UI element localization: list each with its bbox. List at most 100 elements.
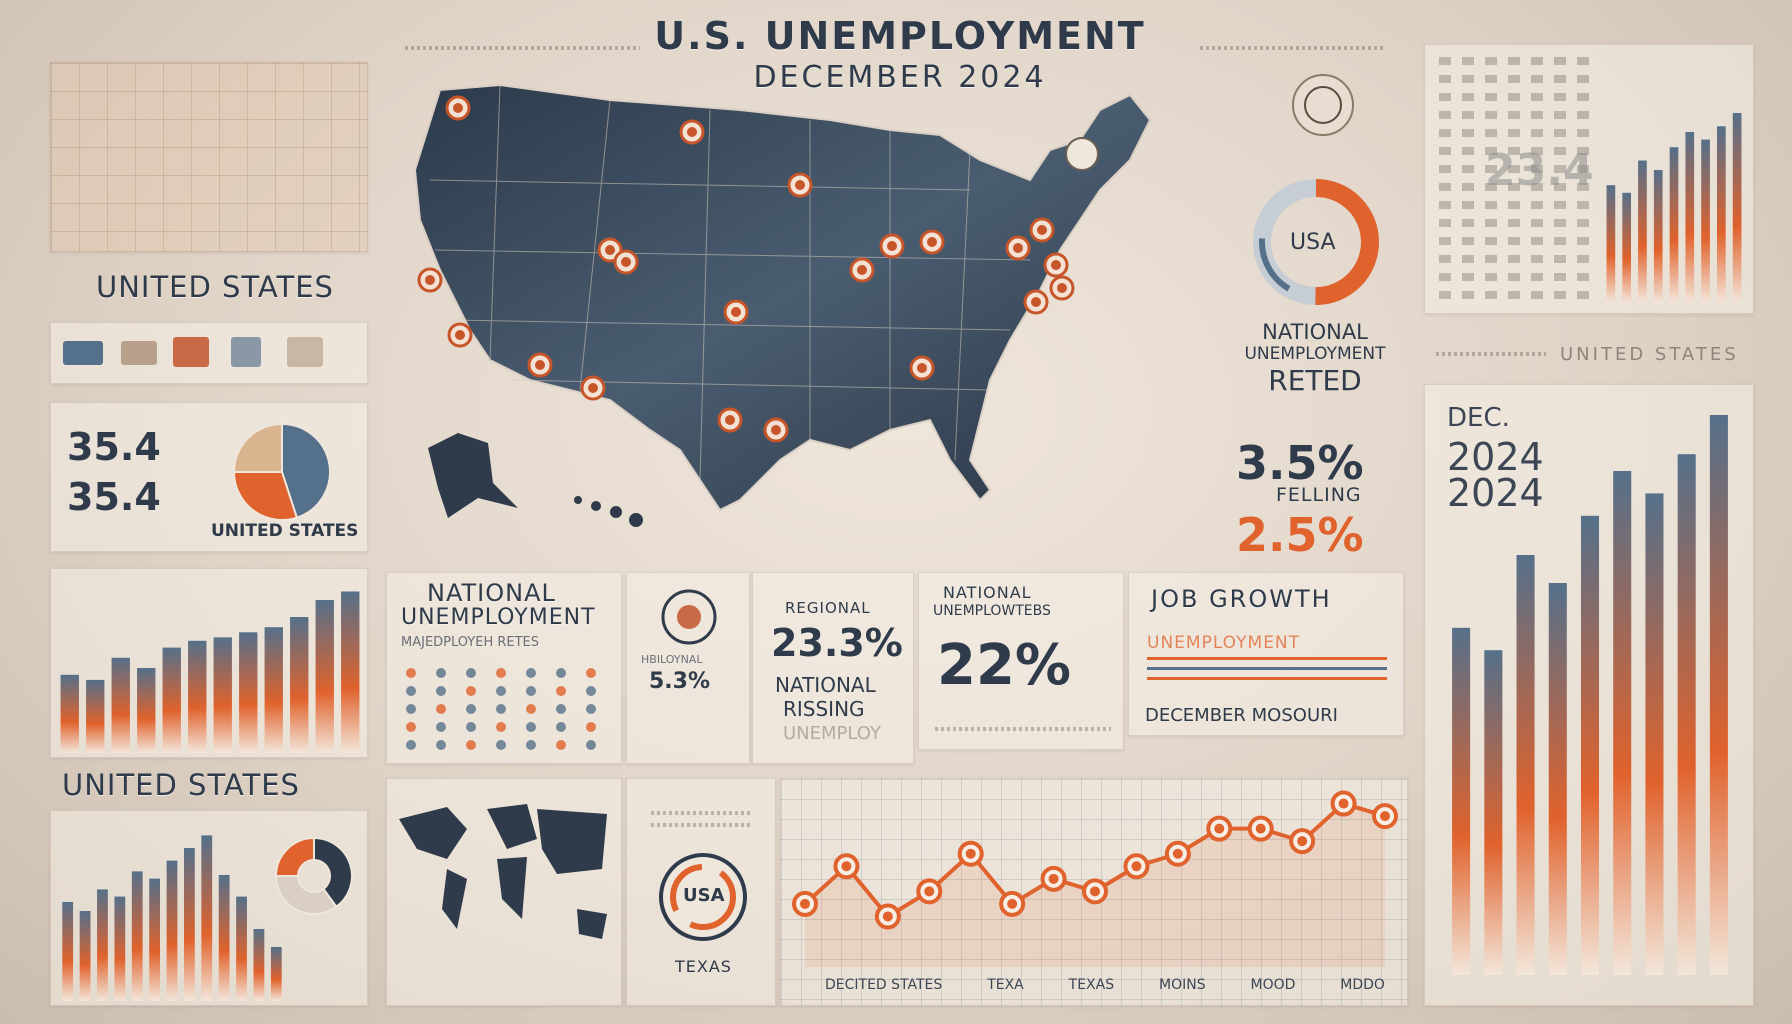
- grid-cell: [1439, 165, 1451, 173]
- bar: [315, 600, 334, 753]
- bar: [1709, 415, 1728, 975]
- grid-cell: [1462, 255, 1474, 263]
- hawaii-shape: [574, 496, 643, 527]
- grid-cell: [1577, 57, 1589, 65]
- line-chart-panel: DECITED STATES TEXA TEXAS MOINS MOOD MDD…: [780, 778, 1408, 1006]
- small-rate-panel: HBILOYNAL 5.3%: [626, 572, 750, 764]
- left-label-top: UNITED STATES: [96, 270, 334, 304]
- grid-cell: [1462, 219, 1474, 227]
- grid-cell: [1554, 57, 1566, 65]
- badge-icon: [63, 341, 103, 365]
- grid-cell: [1439, 201, 1451, 209]
- usa-badge-panel: USA TEXAS: [626, 778, 776, 1006]
- bar: [183, 848, 195, 1001]
- axis-label: TEXA: [987, 977, 1024, 993]
- axis-label: MOOD: [1250, 977, 1296, 993]
- small-rate-value: 5.3%: [649, 669, 711, 694]
- badge-icon: [121, 341, 157, 365]
- grid-cell: [1577, 165, 1589, 173]
- regional-sub3: UNEMPLOY: [783, 723, 881, 744]
- bar: [1677, 454, 1696, 975]
- map-pin-core: [621, 257, 631, 267]
- map-pin-core: [687, 127, 697, 137]
- dots-grid: [406, 668, 596, 750]
- left-stat-a: 35.4: [67, 425, 161, 469]
- grid-cell: [1508, 165, 1520, 173]
- left-bar-panel: [50, 568, 368, 758]
- line-point-core: [1007, 898, 1018, 909]
- bar: [239, 632, 258, 753]
- grid-cell: [1439, 75, 1451, 83]
- national-sub: MAJEDPLOYEH RETES: [401, 635, 540, 650]
- grid-dot: [496, 722, 506, 732]
- bar: [62, 902, 74, 1001]
- grid-cell: [1554, 75, 1566, 83]
- grid-dot: [556, 722, 566, 732]
- grid-cell: [1462, 201, 1474, 209]
- axis-label: TEXAS: [1068, 977, 1115, 993]
- left-bottom-bar-chart: [62, 835, 282, 1001]
- line-area: [805, 803, 1385, 967]
- grid-cell: [1577, 237, 1589, 245]
- grid-cell: [1462, 111, 1474, 119]
- grid-cell: [1577, 273, 1589, 281]
- usa-badge-text: USA: [683, 885, 725, 906]
- grid-cell: [1485, 273, 1497, 281]
- grid-cell: [1554, 273, 1566, 281]
- badge-icon: [231, 337, 261, 367]
- line-point-core: [1048, 873, 1059, 884]
- map-pin-core: [1051, 260, 1061, 270]
- map-pin-core: [455, 330, 465, 340]
- us-map: [410, 80, 1270, 570]
- right-top-panel: 23.4: [1424, 44, 1754, 314]
- map-pin-core: [588, 383, 598, 393]
- small-rate-label: HBILOYNAL: [641, 653, 703, 666]
- bar: [86, 679, 105, 753]
- grid-cell: [1508, 201, 1520, 209]
- grid-cell: [1439, 291, 1451, 299]
- bar: [1452, 627, 1471, 975]
- grid-cell: [1508, 219, 1520, 227]
- grid-cell: [1577, 183, 1589, 191]
- regional-sub1: NATIONAL: [775, 673, 876, 697]
- grid-cell: [1439, 273, 1451, 281]
- map-pin-core: [605, 245, 615, 255]
- grid-dot: [496, 704, 506, 714]
- left-stat-panel: 35.4 35.4 UNITED STATES: [50, 402, 368, 552]
- bar: [1732, 113, 1742, 303]
- grid-cell: [1554, 255, 1566, 263]
- grid-cell: [1577, 291, 1589, 299]
- left-icons-row: [50, 322, 368, 384]
- line-point-core: [841, 861, 852, 872]
- grid-cell: [1462, 183, 1474, 191]
- grid-cell: [1462, 273, 1474, 281]
- map-pin-core: [1031, 297, 1041, 307]
- grid-cell: [1554, 201, 1566, 209]
- grid-cell: [1439, 111, 1451, 119]
- left-stat-b: 35.4: [67, 475, 161, 519]
- icon-strip: [63, 337, 323, 367]
- map-pin-core: [771, 425, 781, 435]
- grid-dot: [436, 668, 446, 678]
- grid-cell: [1508, 93, 1520, 101]
- grid-dot: [406, 668, 416, 678]
- grid-cell: [1485, 237, 1497, 245]
- map-pin-core: [927, 237, 937, 247]
- grid-dot: [526, 722, 536, 732]
- grid-cell: [1485, 93, 1497, 101]
- grid-cell: [1439, 183, 1451, 191]
- grid-dot: [526, 740, 536, 750]
- badge-deco-2: [651, 823, 751, 827]
- year-1: 2024: [1447, 435, 1544, 479]
- left-pie-label: UNITED STATES: [211, 521, 359, 541]
- world-map-icon: [399, 804, 607, 939]
- left-donut-chart: [274, 836, 353, 915]
- regional-label: REGIONAL: [785, 599, 871, 617]
- grid-cell: [1485, 111, 1497, 119]
- bar: [166, 860, 178, 1001]
- line-point-core: [1338, 798, 1349, 809]
- line-point-core: [1297, 836, 1308, 847]
- grid-cell: [1531, 57, 1543, 65]
- map-pins: [417, 95, 1075, 443]
- grid-cell: [1462, 237, 1474, 245]
